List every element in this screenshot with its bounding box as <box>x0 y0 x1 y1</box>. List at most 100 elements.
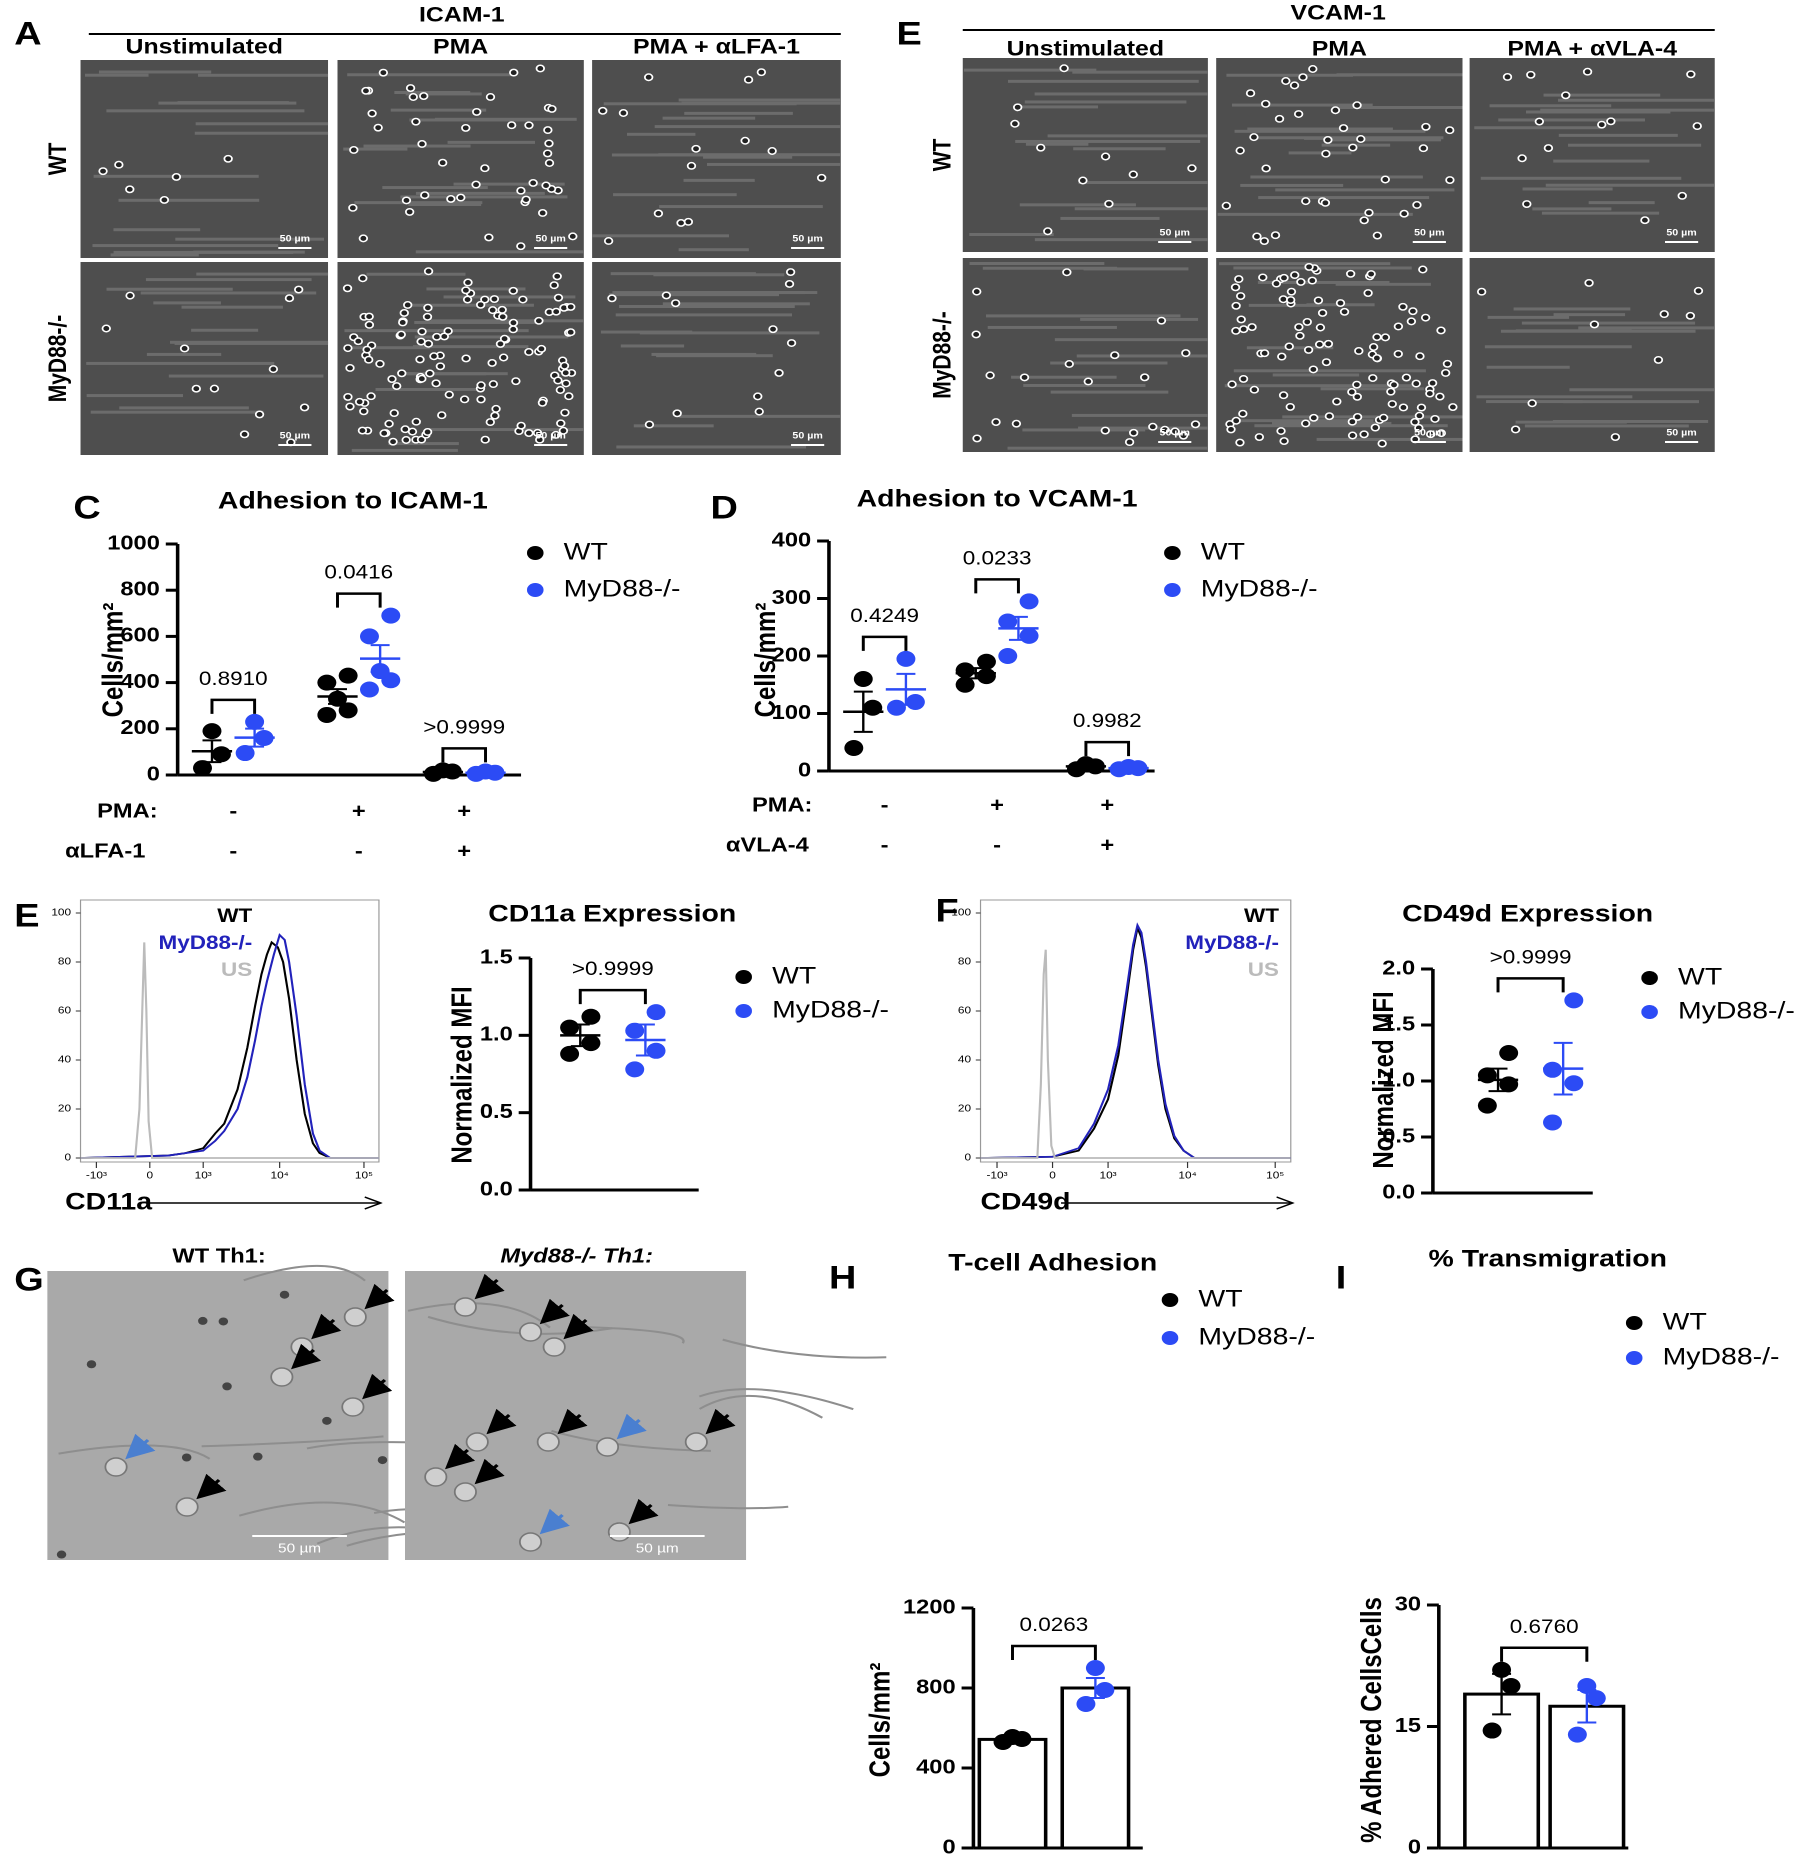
streak <box>412 345 529 349</box>
condition-label: αVLA-4 <box>726 833 810 856</box>
cell <box>417 374 427 383</box>
p-value: 0.9982 <box>1073 711 1142 732</box>
p-value: 0.0233 <box>963 548 1032 569</box>
cell <box>403 301 413 309</box>
cell <box>518 1532 543 1552</box>
data-point <box>1076 1696 1096 1712</box>
legend-label: WT <box>772 961 816 988</box>
cell <box>1178 431 1189 440</box>
condition-value: + <box>457 839 471 862</box>
cell <box>1430 414 1440 423</box>
data-point <box>896 650 916 667</box>
cell <box>1686 70 1696 79</box>
streak <box>1275 188 1455 192</box>
cell <box>1258 273 1268 282</box>
cell <box>1685 311 1696 320</box>
cell <box>598 106 608 115</box>
streak <box>1017 105 1099 109</box>
streak <box>1022 428 1146 432</box>
data-point <box>955 676 975 693</box>
streak <box>375 387 484 391</box>
streak <box>86 361 275 365</box>
cell <box>191 384 201 393</box>
cell <box>1302 317 1312 326</box>
cell <box>1345 269 1356 278</box>
legend-label: MyD88-/- <box>159 933 253 954</box>
cell <box>1190 420 1201 429</box>
data-point <box>1543 1061 1562 1078</box>
panel-letter: F <box>936 893 959 929</box>
y-axis-label: Cells/mm² <box>749 602 781 717</box>
streak <box>86 394 184 398</box>
streak <box>678 248 749 252</box>
streak <box>1217 212 1413 216</box>
cell <box>1059 64 1069 73</box>
cell <box>1100 152 1111 161</box>
cell <box>1238 374 1249 383</box>
cell <box>1387 400 1397 408</box>
streak <box>1541 211 1660 215</box>
cell <box>753 392 763 401</box>
data-point <box>254 730 274 747</box>
condition-value: - <box>355 839 363 862</box>
micrograph <box>1469 58 1715 252</box>
cell <box>1323 135 1333 144</box>
cell <box>1286 287 1297 296</box>
streak <box>153 301 221 305</box>
micrograph <box>80 262 329 455</box>
y-tick-label: 30 <box>1395 1592 1421 1615</box>
streak <box>98 70 212 74</box>
cell <box>1347 388 1357 396</box>
cell <box>532 428 543 437</box>
condition-value: + <box>352 799 366 822</box>
scale-bar-label: 50 µm <box>535 431 566 441</box>
data-point <box>1085 1660 1105 1676</box>
cell <box>401 436 411 444</box>
cell <box>553 376 563 385</box>
legend-label: US <box>1248 960 1279 981</box>
streak <box>408 202 482 206</box>
cell <box>683 217 694 226</box>
arrow <box>539 1298 570 1325</box>
column-label: PMA + αLFA-1 <box>633 34 800 58</box>
streak <box>1552 419 1709 423</box>
streak <box>1563 400 1700 404</box>
streak <box>1272 373 1360 377</box>
data-point <box>998 613 1018 630</box>
cell <box>179 344 190 353</box>
cell <box>1036 143 1046 152</box>
data-point <box>1564 1075 1584 1092</box>
cell <box>672 409 682 418</box>
cell <box>1414 411 1425 420</box>
arrow <box>557 1408 588 1435</box>
micrograph <box>337 262 584 455</box>
cell <box>423 303 433 312</box>
cell-outline <box>667 1503 789 1510</box>
streak <box>430 319 584 323</box>
cell <box>364 355 374 364</box>
cell <box>1393 349 1403 358</box>
cell <box>1249 385 1260 394</box>
cell <box>511 377 521 386</box>
cell <box>408 93 418 101</box>
y-axis-label: Normalized MFI <box>446 986 478 1163</box>
data-point <box>1543 1114 1562 1131</box>
streak <box>145 278 312 282</box>
arrow <box>291 1343 322 1370</box>
data-point <box>1019 593 1039 610</box>
cell <box>1236 315 1246 324</box>
x-tick-label: 10³ <box>195 1170 212 1181</box>
streak <box>982 266 1118 270</box>
cell <box>972 434 982 443</box>
streak <box>1257 280 1390 284</box>
cell <box>1010 119 1020 128</box>
bead <box>222 1382 232 1391</box>
legend-label: MyD88-/- <box>564 574 681 601</box>
cell <box>1442 359 1453 368</box>
chart-title: % Transmigration <box>1429 1244 1667 1271</box>
cell <box>1298 73 1308 82</box>
cell <box>487 358 497 367</box>
cell <box>524 121 534 130</box>
cell <box>1610 433 1621 441</box>
streak <box>106 109 305 113</box>
